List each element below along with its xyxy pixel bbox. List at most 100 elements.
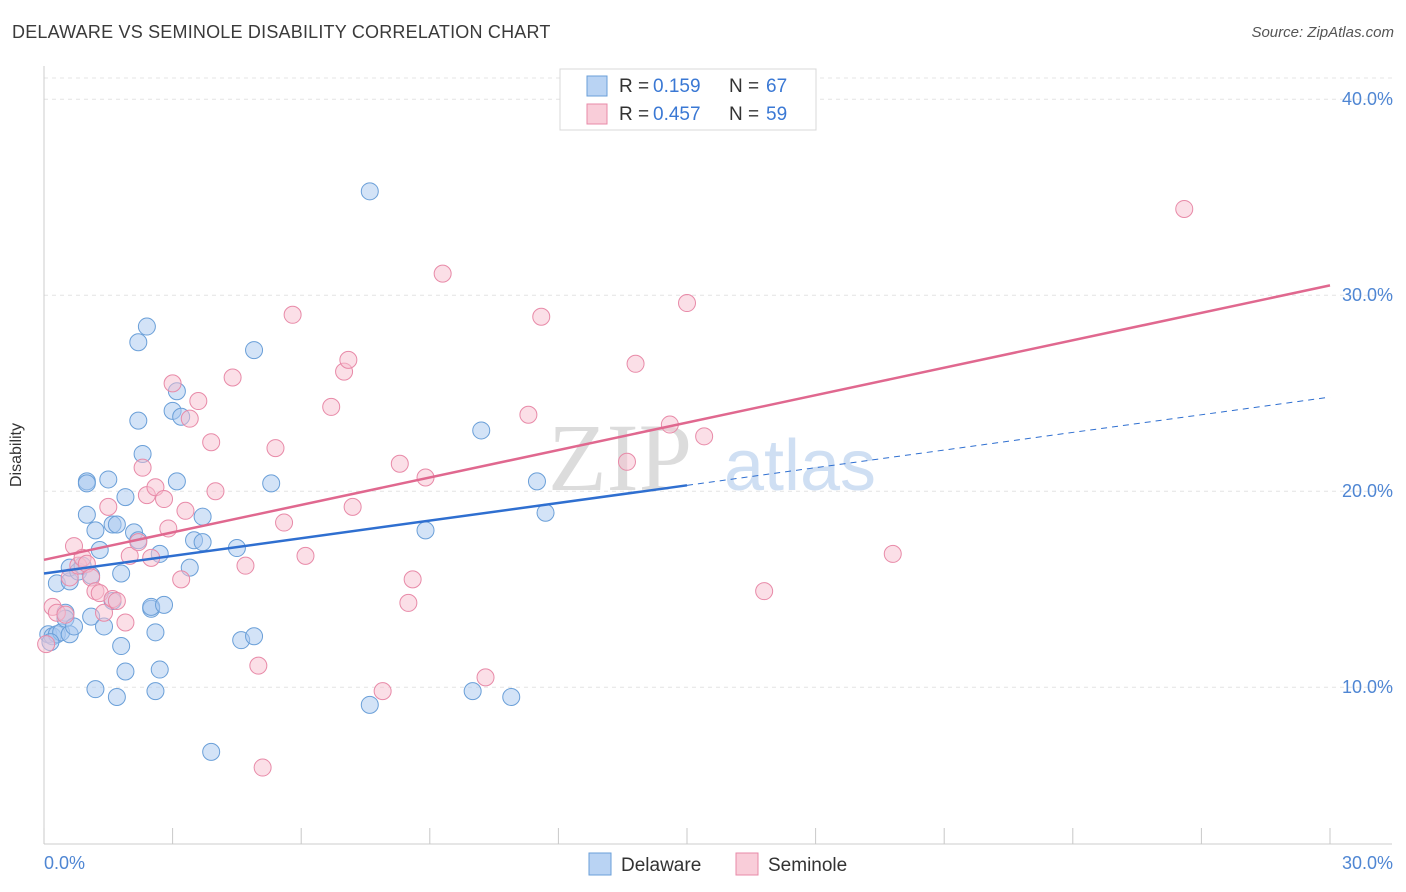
point-delaware [527,472,546,491]
point-seminole [433,264,452,283]
point-delaware [116,488,135,507]
point-seminole [322,397,341,416]
point-seminole [99,497,118,516]
point-seminole [283,305,302,324]
bottom-legend-swatch-delaware [588,852,612,876]
point-delaware [86,680,105,699]
point-seminole [236,556,255,575]
data-points [37,182,1194,777]
point-seminole [883,544,902,563]
point-seminole [202,433,221,452]
point-seminole [296,546,315,565]
legend-n-label: N = [729,104,759,125]
trend-line-delaware [43,484,688,575]
point-seminole [626,354,645,373]
point-seminole [206,482,225,501]
point-delaware [86,521,105,540]
point-delaware [360,182,379,201]
point-seminole [266,439,285,458]
point-seminole [403,570,422,589]
point-seminole [253,758,272,777]
point-delaware [112,564,131,583]
point-seminole [339,350,358,369]
trend-line-delaware-extension [686,396,1331,486]
y-tick-label: 10.0% [1342,677,1393,697]
chart-title: DELAWARE VS SEMINOLE DISABILITY CORRELAT… [12,22,551,42]
point-seminole [390,454,409,473]
point-delaware [155,595,174,614]
point-seminole [223,368,242,387]
point-delaware [202,742,221,761]
bottom-legend-label-seminole: Seminole [768,855,847,876]
point-delaware [77,474,96,493]
point-delaware [245,341,264,360]
grid-lines [44,77,1392,688]
x-tick-label: 30.0% [1342,853,1393,873]
y-tick-label: 40.0% [1342,89,1393,109]
point-delaware [112,637,131,656]
point-delaware [116,662,135,681]
point-delaware [137,317,156,336]
point-delaware [463,682,482,701]
point-delaware [77,505,96,524]
point-delaware [150,660,169,679]
legend-n-value: 67 [766,76,787,97]
point-delaware [129,411,148,430]
point-seminole [56,605,75,624]
legend-box: R = 0.159 N = 67 R = 0.457 N = 59 [559,68,817,131]
watermark: ZIP atlas [548,404,876,511]
point-delaware [416,521,435,540]
trend-lines [43,284,1331,575]
point-seminole [176,501,195,520]
trend-line-seminole [43,284,1331,562]
point-delaware [146,682,165,701]
point-delaware [502,688,521,706]
x-tick-label: 0.0% [44,853,85,873]
legend-swatch-delaware [586,75,608,97]
point-delaware [360,695,379,714]
point-delaware [245,627,264,646]
point-seminole [107,591,126,610]
bottom-legend: Delaware Seminole [588,852,847,876]
legend-swatch-seminole [586,103,608,125]
point-seminole [519,405,538,424]
legend-r-label: R = [619,76,649,97]
point-seminole [133,458,152,477]
point-seminole [617,452,636,471]
point-delaware [146,623,165,642]
point-delaware [536,503,555,522]
legend-n-value: 59 [766,104,787,125]
point-seminole [1175,199,1194,218]
point-seminole [189,392,208,411]
source-label: Source: ZipAtlas.com [1251,24,1394,41]
point-seminole [163,374,182,393]
point-seminole [476,668,495,687]
tick-labels: 10.0% 20.0% 30.0% 40.0% 0.0% 30.0% [44,89,1393,873]
bottom-legend-swatch-seminole [735,852,759,876]
point-seminole [343,497,362,516]
legend-n-label: N = [729,76,759,97]
point-delaware [472,421,491,440]
point-delaware [107,515,126,534]
point-seminole [37,635,56,654]
bottom-legend-label-delaware: Delaware [621,855,701,876]
legend-r-label: R = [619,104,649,125]
point-seminole [249,656,268,675]
point-seminole [155,490,174,509]
point-delaware [193,507,212,526]
point-seminole [695,427,714,446]
watermark-atlas: atlas [724,426,876,506]
point-delaware [193,533,212,552]
legend-r-value: 0.159 [653,76,701,97]
point-delaware [262,474,281,493]
point-seminole [275,513,294,532]
point-delaware [107,688,126,706]
point-delaware [99,470,118,489]
point-seminole [95,603,114,622]
point-delaware [129,333,148,352]
legend-r-value: 0.457 [653,104,701,125]
point-seminole [116,613,135,632]
point-seminole [532,307,551,326]
point-seminole [755,582,774,601]
point-seminole [678,294,696,313]
